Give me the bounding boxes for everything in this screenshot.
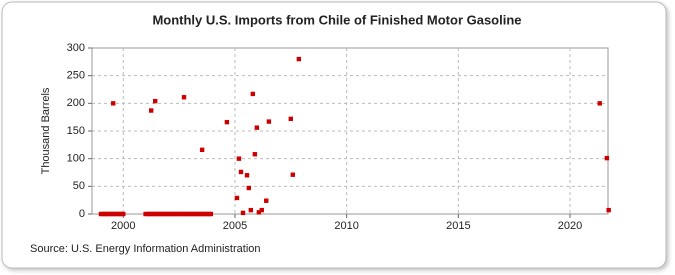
point xyxy=(250,91,256,97)
y-tick-label: 50 xyxy=(73,180,85,192)
y-tick-label: 0 xyxy=(79,208,85,220)
x-tick-label: 2000 xyxy=(111,220,135,232)
point xyxy=(597,101,602,106)
point xyxy=(240,210,246,216)
point xyxy=(238,169,244,175)
point xyxy=(181,95,187,100)
y-tick-label: 200 xyxy=(67,97,85,109)
point xyxy=(604,155,610,161)
x-tick-label: 2020 xyxy=(558,220,582,232)
point xyxy=(234,195,240,201)
point xyxy=(153,98,158,104)
point xyxy=(208,211,214,217)
point xyxy=(290,172,296,177)
point xyxy=(252,152,258,157)
source: Source: U.S. Energy Information Administ… xyxy=(30,243,261,255)
point xyxy=(244,173,250,178)
y-tick-label: 250 xyxy=(67,70,85,82)
y-axis-label: Thousand Barrels xyxy=(40,87,52,174)
point xyxy=(248,207,254,213)
point xyxy=(296,56,302,62)
x-tick-label: 2015 xyxy=(446,220,470,232)
point xyxy=(224,119,230,125)
point xyxy=(264,198,269,203)
point xyxy=(199,147,205,153)
point xyxy=(266,119,272,124)
y-tick-label: 100 xyxy=(67,153,85,165)
point xyxy=(246,185,252,191)
y-tick-label: 150 xyxy=(67,125,85,137)
y-tick-label: 300 xyxy=(67,42,85,54)
point xyxy=(606,207,611,213)
point xyxy=(121,211,126,217)
x-tick-label: 2005 xyxy=(223,220,247,232)
point xyxy=(259,207,264,213)
point xyxy=(254,125,260,130)
point xyxy=(148,108,154,113)
chart-title: Monthly U.S. Imports from Chile of Finis… xyxy=(152,12,521,27)
point xyxy=(256,210,262,215)
point xyxy=(288,116,294,122)
point xyxy=(111,101,116,106)
x-tick-label: 2010 xyxy=(334,220,358,232)
point xyxy=(236,156,242,161)
